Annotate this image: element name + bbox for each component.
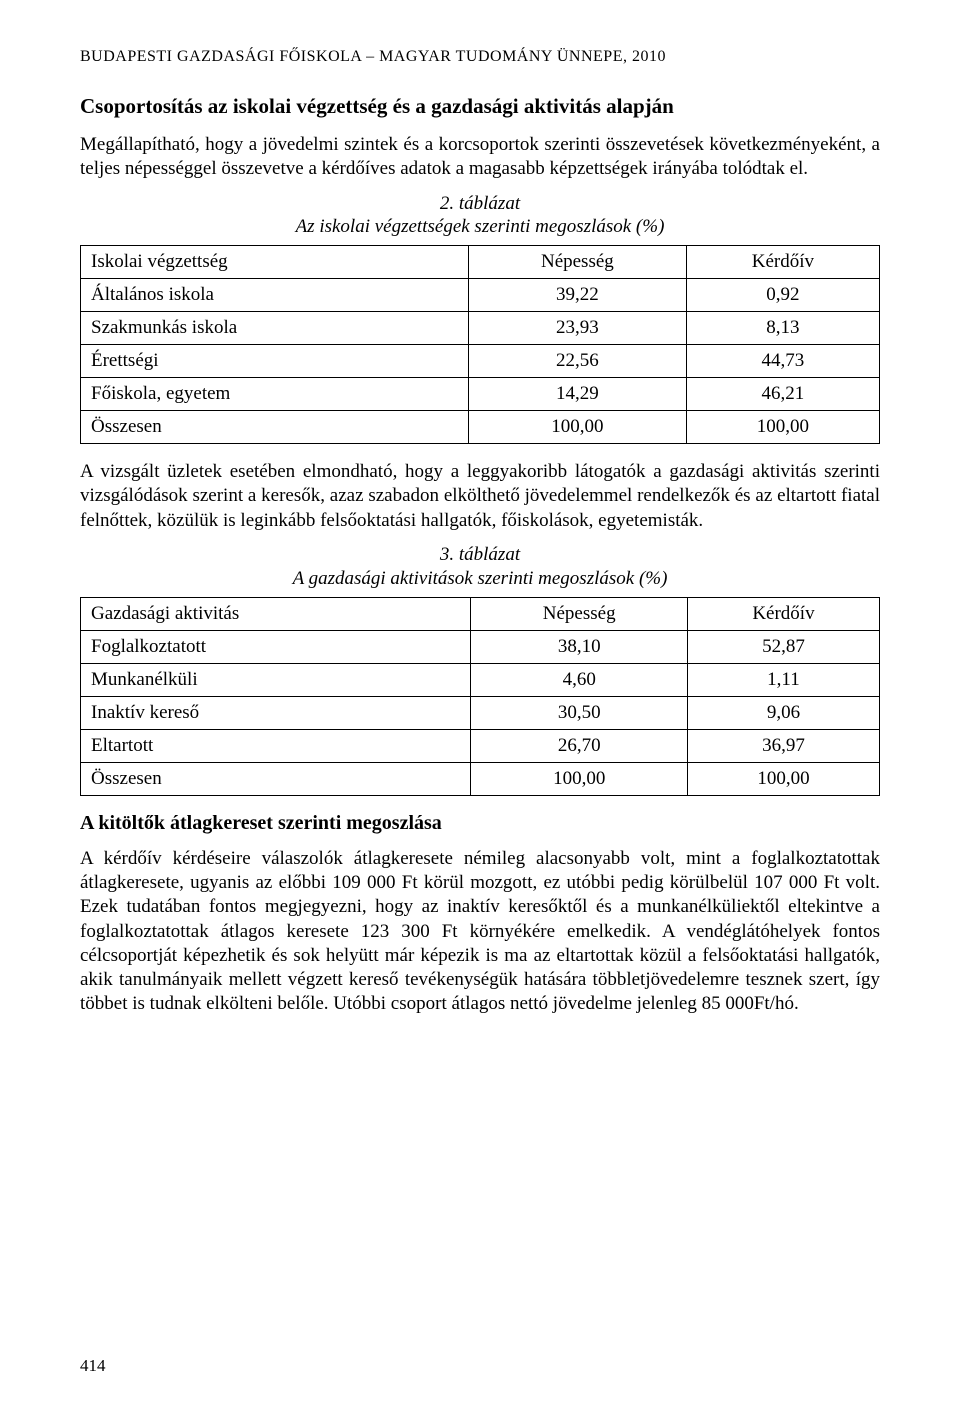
table2-h1: Népesség	[469, 246, 687, 279]
cell: Inaktív kereső	[81, 696, 471, 729]
cell: Eltartott	[81, 729, 471, 762]
table-row: Foglalkoztatott 38,10 52,87	[81, 630, 880, 663]
cell: Összesen	[81, 411, 469, 444]
cell: 52,87	[687, 630, 879, 663]
running-head: BUDAPESTI GAZDASÁGI FŐISKOLA – MAGYAR TU…	[80, 48, 880, 66]
table-row: Szakmunkás iskola 23,93 8,13	[81, 312, 880, 345]
page-number: 414	[80, 1356, 106, 1376]
cell: Érettségi	[81, 345, 469, 378]
paragraph-1: Megállapítható, hogy a jövedelmi szintek…	[80, 133, 880, 182]
cell: Összesen	[81, 762, 471, 795]
table2-caption: 2. táblázat Az iskolai végzettségek szer…	[80, 192, 880, 240]
table-row: Munkanélküli 4,60 1,11	[81, 663, 880, 696]
subheading-avg-income: A kitöltők átlagkereset szerinti megoszl…	[80, 812, 880, 835]
table-row: Főiskola, egyetem 14,29 46,21	[81, 378, 880, 411]
table-row: Gazdasági aktivitás Népesség Kérdőív	[81, 597, 880, 630]
cell: 44,73	[686, 345, 879, 378]
cell: Főiskola, egyetem	[81, 378, 469, 411]
cell: 1,11	[687, 663, 879, 696]
cell: Foglalkoztatott	[81, 630, 471, 663]
cell: 23,93	[469, 312, 687, 345]
table3-caption-num: 3. táblázat	[440, 544, 520, 565]
cell: 8,13	[686, 312, 879, 345]
table2-caption-text: Az iskolai végzettségek szerinti megoszl…	[296, 216, 665, 237]
table2-h2: Kérdőív	[686, 246, 879, 279]
table3-caption: 3. táblázat A gazdasági aktivitások szer…	[80, 543, 880, 591]
table-row: Eltartott 26,70 36,97	[81, 729, 880, 762]
table3-h0: Gazdasági aktivitás	[81, 597, 471, 630]
cell: 14,29	[469, 378, 687, 411]
cell: 100,00	[686, 411, 879, 444]
table2: Iskolai végzettség Népesség Kérdőív Álta…	[80, 245, 880, 444]
table2-h0: Iskolai végzettség	[81, 246, 469, 279]
cell: 0,92	[686, 279, 879, 312]
table3-h2: Kérdőív	[687, 597, 879, 630]
cell: 22,56	[469, 345, 687, 378]
cell: Általános iskola	[81, 279, 469, 312]
cell: 26,70	[471, 729, 687, 762]
paragraph-2: A vizsgált üzletek esetében elmondható, …	[80, 460, 880, 533]
cell: 39,22	[469, 279, 687, 312]
table-row: Összesen 100,00 100,00	[81, 411, 880, 444]
cell: Munkanélküli	[81, 663, 471, 696]
cell: 100,00	[687, 762, 879, 795]
table-row: Iskolai végzettség Népesség Kérdőív	[81, 246, 880, 279]
cell: 30,50	[471, 696, 687, 729]
page: BUDAPESTI GAZDASÁGI FŐISKOLA – MAGYAR TU…	[0, 0, 960, 1416]
cell: 46,21	[686, 378, 879, 411]
table3-caption-text: A gazdasági aktivitások szerinti megoszl…	[293, 568, 668, 589]
cell: 36,97	[687, 729, 879, 762]
table3-h1: Népesség	[471, 597, 687, 630]
table-row: Összesen 100,00 100,00	[81, 762, 880, 795]
table-row: Inaktív kereső 30,50 9,06	[81, 696, 880, 729]
section-title: Csoportosítás az iskolai végzettség és a…	[80, 94, 880, 119]
table3: Gazdasági aktivitás Népesség Kérdőív Fog…	[80, 597, 880, 796]
table-row: Általános iskola 39,22 0,92	[81, 279, 880, 312]
table2-caption-num: 2. táblázat	[440, 193, 520, 214]
cell: 100,00	[471, 762, 687, 795]
cell: 38,10	[471, 630, 687, 663]
cell: 9,06	[687, 696, 879, 729]
paragraph-3: A kérdőív kérdéseire válaszolók átlagker…	[80, 847, 880, 1017]
cell: Szakmunkás iskola	[81, 312, 469, 345]
cell: 4,60	[471, 663, 687, 696]
table-row: Érettségi 22,56 44,73	[81, 345, 880, 378]
cell: 100,00	[469, 411, 687, 444]
